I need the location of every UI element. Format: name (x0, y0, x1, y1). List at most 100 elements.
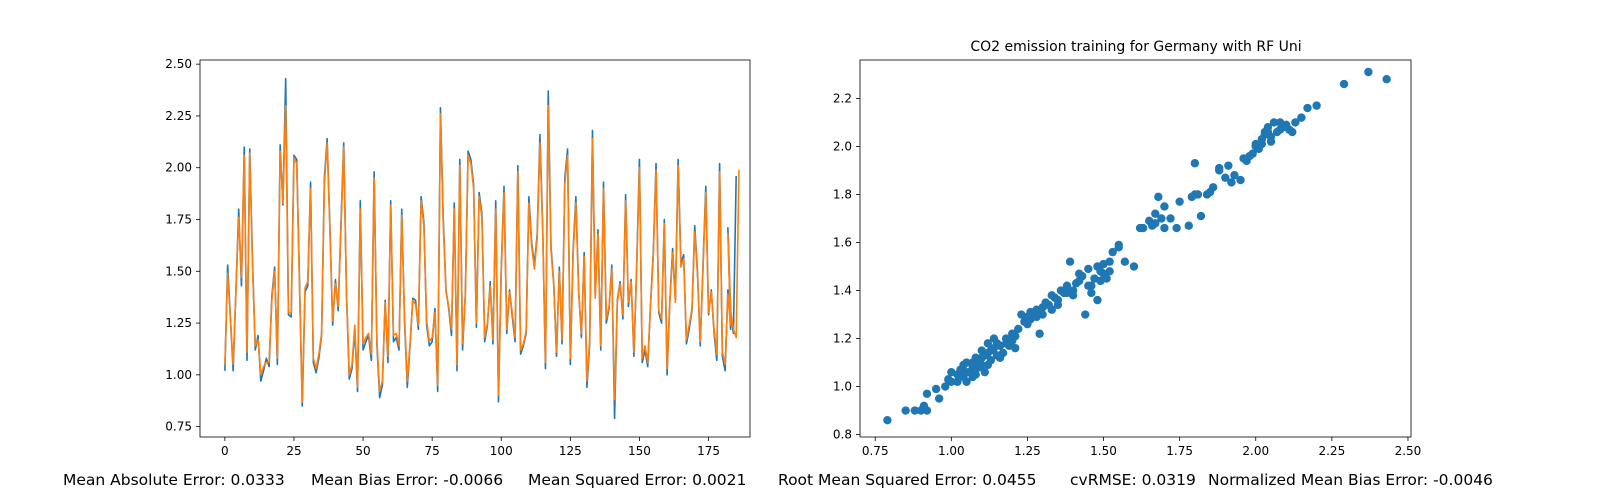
scatter-point (1068, 291, 1078, 300)
scatter-point (1035, 329, 1044, 338)
scatter-point (1190, 159, 1200, 168)
scatter-point (1230, 171, 1239, 180)
scatter-point (1014, 324, 1023, 334)
scatter-point (1099, 269, 1108, 278)
scatter-point (1135, 223, 1145, 233)
scatter-chart-xtick-label: 2.00 (1242, 444, 1269, 458)
scatter-chart-ytick-label: 1.0 (833, 380, 852, 394)
scatter-point (901, 406, 910, 415)
scatter-point (1196, 211, 1206, 221)
scatter-point (1184, 221, 1193, 230)
scatter-point (1160, 223, 1169, 233)
scatter-point (1227, 178, 1236, 187)
scatter-point (931, 384, 941, 394)
scatter-chart-ytick-label: 2.2 (833, 91, 852, 105)
line-series-predicted (224, 104, 740, 403)
scatter-chart: CO2 emission training for Germany with R… (833, 39, 1421, 458)
scatter-point (1074, 276, 1084, 286)
scatter-point (947, 377, 956, 386)
scatter-point (1038, 310, 1047, 319)
scatter-point (922, 406, 932, 415)
metrics-footer: Mean Absolute Error: 0.0333 Mean Bias Er… (63, 471, 1493, 489)
metric-cvrmse: cvRMSE: 0.0319 (1070, 471, 1196, 489)
line-chart-ytick-label: 1.25 (165, 316, 192, 330)
scatter-point (968, 372, 977, 382)
line-chart-ytick-label: 2.00 (165, 161, 192, 175)
scatter-point (1263, 127, 1273, 137)
scatter-point (971, 353, 980, 362)
scatter-point (977, 346, 986, 355)
scatter-point (1251, 142, 1260, 151)
scatter-point (980, 367, 990, 377)
scatter-chart-frame (859, 59, 1412, 438)
line-chart-ytick-label: 1.75 (165, 213, 192, 227)
scatter-chart-xtick-label: 1.75 (1166, 444, 1193, 458)
scatter-point (934, 394, 944, 403)
scatter-point (1172, 223, 1181, 233)
scatter-chart-ytick-label: 2.0 (833, 139, 852, 153)
scatter-point (1047, 305, 1056, 314)
scatter-point (941, 382, 950, 391)
metric-mbe: Mean Bias Error: -0.0066 (311, 471, 503, 489)
scatter-chart-xtick-label: 2.25 (1318, 444, 1345, 458)
scatter-point (1221, 173, 1230, 182)
scatter-point (1065, 257, 1075, 266)
scatter-point (883, 415, 892, 425)
scatter-chart-ticks: 0.75 1.00 1.25 1.50 1.75 2.00 2.25 2.50 0.8 1.0 1.… (833, 91, 1421, 458)
scatter-point (1120, 257, 1130, 266)
scatter-point (1291, 118, 1300, 127)
scatter-point (1266, 137, 1276, 146)
scatter-point (1157, 214, 1166, 223)
scatter-point (1011, 343, 1020, 353)
line-chart-xtick-label: 0 (221, 444, 229, 458)
scatter-chart-points (883, 67, 1391, 425)
scatter-chart-ytick-label: 1.8 (833, 187, 852, 201)
scatter-point (1151, 219, 1160, 228)
scatter-chart-ytick-label: 1.2 (833, 332, 852, 346)
scatter-point (1160, 202, 1169, 211)
scatter-point (947, 367, 956, 377)
line-chart-xtick-label: 175 (697, 444, 720, 458)
line-chart-ytick-label: 0.75 (165, 420, 192, 434)
line-chart-ytick-label: 1.50 (165, 264, 192, 278)
scatter-point (953, 377, 962, 386)
scatter-point (1278, 123, 1288, 132)
scatter-point (1108, 247, 1117, 257)
line-chart-ytick-label: 2.25 (165, 109, 192, 123)
scatter-point (1175, 197, 1184, 206)
scatter-point (1312, 101, 1321, 110)
scatter-point (1288, 127, 1297, 137)
scatter-point (1087, 288, 1096, 298)
scatter-point (1339, 79, 1349, 89)
line-chart-xtick-label: 25 (286, 444, 301, 458)
scatter-point (959, 360, 968, 370)
scatter-point (1205, 187, 1215, 197)
line-chart-ticks: 0 25 50 75 100 125 150 175 0.75 1.00 1.25 1.50 1.75 2… (165, 57, 720, 458)
scatter-point (1093, 295, 1102, 305)
line-chart-xtick-label: 50 (355, 444, 370, 458)
scatter-point (1053, 300, 1063, 310)
scatter-chart-xtick-label: 1.00 (938, 444, 965, 458)
line-chart-ytick-label: 2.50 (165, 57, 192, 71)
scatter-point (922, 389, 932, 398)
scatter-point (974, 363, 983, 372)
scatter-chart-ytick-label: 1.6 (833, 235, 852, 249)
line-chart-xtick-label: 75 (425, 444, 440, 458)
line-chart: 0 25 50 75 100 125 150 175 0.75 1.00 1.25 1.50 1.75 2… (165, 57, 751, 458)
scatter-chart-xtick-label: 0.75 (862, 444, 889, 458)
scatter-point (1166, 214, 1175, 223)
scatter-chart-ytick-label: 0.8 (833, 428, 852, 442)
scatter-point (1303, 103, 1312, 113)
metric-rmse: Root Mean Squared Error: 0.0455 (778, 471, 1036, 489)
line-chart-ytick-label: 1.00 (165, 368, 192, 382)
scatter-point (1151, 209, 1160, 218)
scatter-chart-title: CO2 emission training for Germany with R… (970, 39, 1301, 55)
scatter-point (1224, 161, 1233, 170)
scatter-point (986, 355, 996, 365)
scatter-point (1269, 118, 1279, 127)
scatter-chart-xtick-label: 1.25 (1014, 444, 1041, 458)
line-chart-xtick-label: 150 (628, 444, 651, 458)
metric-mse: Mean Squared Error: 0.0021 (528, 471, 746, 489)
